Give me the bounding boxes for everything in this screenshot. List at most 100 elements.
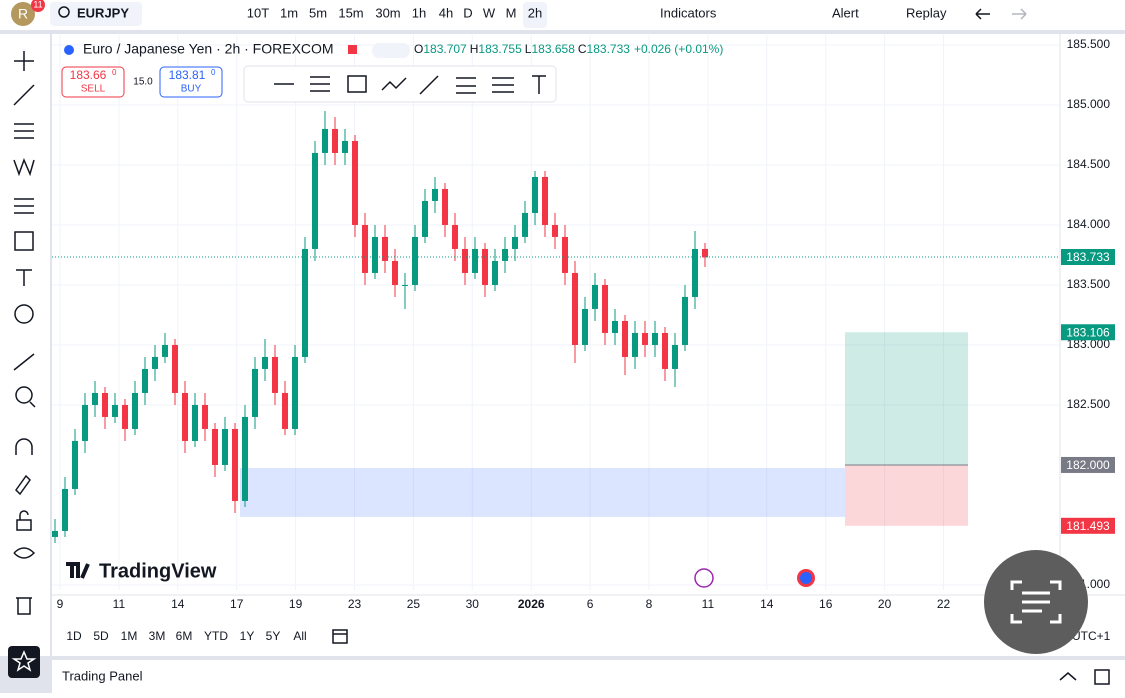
range-button[interactable]: 1Y bbox=[240, 629, 255, 643]
candle-body bbox=[172, 344, 178, 393]
candle-body bbox=[242, 416, 248, 501]
logo-mark bbox=[66, 562, 90, 579]
drawing-tools[interactable] bbox=[274, 75, 546, 95]
x-tick-label: 22 bbox=[937, 597, 951, 611]
candle-body bbox=[622, 320, 628, 357]
candle-body bbox=[592, 284, 598, 309]
watermark: TradingView bbox=[99, 560, 217, 582]
replay-button[interactable]: Replay bbox=[906, 5, 947, 20]
x-tick-label: 23 bbox=[348, 597, 362, 611]
candle-body bbox=[102, 392, 108, 417]
l-label: L bbox=[525, 42, 532, 56]
undo-icon[interactable] bbox=[975, 8, 990, 20]
panel-controls[interactable] bbox=[1059, 669, 1110, 685]
candle-body bbox=[402, 284, 408, 286]
candle-body bbox=[452, 224, 458, 249]
candle-body bbox=[212, 428, 218, 465]
sell-button[interactable] bbox=[61, 66, 125, 98]
candle-body bbox=[302, 248, 308, 357]
interval[interactable]: 4h bbox=[439, 5, 453, 20]
candle-body bbox=[392, 260, 398, 285]
left-tools[interactable] bbox=[13, 51, 36, 615]
interval[interactable]: D bbox=[463, 5, 472, 20]
interval[interactable]: 1h bbox=[412, 5, 426, 20]
candle-body bbox=[442, 188, 448, 225]
symbol: EURJPY bbox=[77, 5, 129, 20]
buy-price: 183.81 bbox=[169, 68, 206, 82]
candle-body bbox=[422, 200, 428, 237]
price-tag bbox=[1061, 324, 1115, 341]
symbol-search[interactable] bbox=[50, 2, 142, 26]
interval[interactable]: 5m bbox=[309, 5, 327, 20]
range-button[interactable]: All bbox=[293, 629, 306, 643]
candle-body bbox=[682, 296, 688, 345]
range-button[interactable]: 6M bbox=[176, 629, 193, 643]
candle-body bbox=[82, 404, 88, 441]
redo-icon[interactable] bbox=[1012, 8, 1027, 20]
price-tag-label: 183.106 bbox=[1066, 325, 1110, 339]
candle-body bbox=[222, 428, 228, 465]
candle-body bbox=[522, 212, 528, 237]
candle-body bbox=[372, 236, 378, 273]
indicator-toggle[interactable] bbox=[372, 43, 410, 58]
indicators-button[interactable]: Indicators bbox=[660, 5, 717, 20]
price-tag bbox=[1061, 456, 1115, 473]
candle-body bbox=[652, 332, 658, 345]
candle-body bbox=[52, 530, 58, 537]
candle-body bbox=[332, 128, 338, 153]
candle-body bbox=[92, 392, 98, 405]
candle-body bbox=[112, 404, 118, 417]
x-tick-label: 11 bbox=[113, 597, 126, 611]
l-value: 183.658 bbox=[531, 42, 575, 56]
range-button[interactable]: 5Y bbox=[266, 629, 281, 643]
buy-button[interactable] bbox=[159, 66, 223, 98]
candle-body bbox=[672, 344, 678, 369]
range-button[interactable]: 1M bbox=[121, 629, 138, 643]
alert-button[interactable]: Alert bbox=[832, 5, 859, 20]
trading-panel[interactable]: Trading Panel bbox=[62, 668, 143, 683]
price-tag-label: 181.493 bbox=[1066, 519, 1110, 533]
candle-body bbox=[492, 260, 498, 285]
candle-body bbox=[62, 488, 68, 531]
candle-body bbox=[282, 392, 288, 429]
interval[interactable]: M bbox=[506, 5, 517, 20]
interval[interactable]: 30m bbox=[375, 5, 400, 20]
event-icon[interactable] bbox=[694, 568, 714, 588]
candle-body bbox=[202, 404, 208, 429]
x-tick-label: 20 bbox=[878, 597, 892, 611]
candle-body bbox=[632, 332, 638, 357]
range-button[interactable]: 1D bbox=[66, 629, 82, 643]
interval[interactable]: 2h bbox=[528, 5, 542, 20]
price-tag-label: 183.733 bbox=[1066, 250, 1110, 264]
favorite-button[interactable] bbox=[8, 646, 40, 678]
date-range-icon[interactable] bbox=[332, 629, 348, 644]
interval[interactable]: 1m bbox=[280, 5, 298, 20]
legend-title: Euro / Japanese Yen · 2h · FOREXCOM bbox=[83, 41, 334, 57]
y-tick-label: 182.500 bbox=[1067, 397, 1111, 411]
price-tag-label: 182.000 bbox=[1066, 458, 1110, 472]
avatar[interactable] bbox=[11, 2, 35, 26]
candle-body bbox=[552, 224, 558, 237]
x-tick-label: 19 bbox=[289, 597, 303, 611]
candle-body bbox=[612, 320, 618, 333]
c-label: C bbox=[578, 42, 587, 56]
interval[interactable]: 15m bbox=[338, 5, 363, 20]
x-tick-label: 30 bbox=[466, 597, 480, 611]
candle-body bbox=[692, 248, 698, 297]
interval[interactable]: 10T bbox=[247, 5, 269, 20]
candle-body bbox=[562, 236, 568, 273]
price-tag bbox=[1061, 517, 1115, 534]
range-button[interactable]: 3M bbox=[149, 629, 166, 643]
interval-active bbox=[523, 2, 547, 28]
event-icon-inner bbox=[800, 572, 812, 584]
avatar-letter: R bbox=[18, 6, 28, 22]
timezone[interactable]: UTC+1 bbox=[1072, 629, 1111, 643]
range-button[interactable]: 5D bbox=[93, 629, 109, 643]
candle-body bbox=[252, 368, 258, 417]
y-tick-label: 183.000 bbox=[1067, 337, 1111, 351]
candle-body bbox=[122, 404, 128, 429]
price-tag bbox=[1061, 249, 1115, 265]
candle-body bbox=[182, 392, 188, 441]
range-button[interactable]: YTD bbox=[204, 629, 228, 643]
interval[interactable]: W bbox=[483, 5, 496, 20]
